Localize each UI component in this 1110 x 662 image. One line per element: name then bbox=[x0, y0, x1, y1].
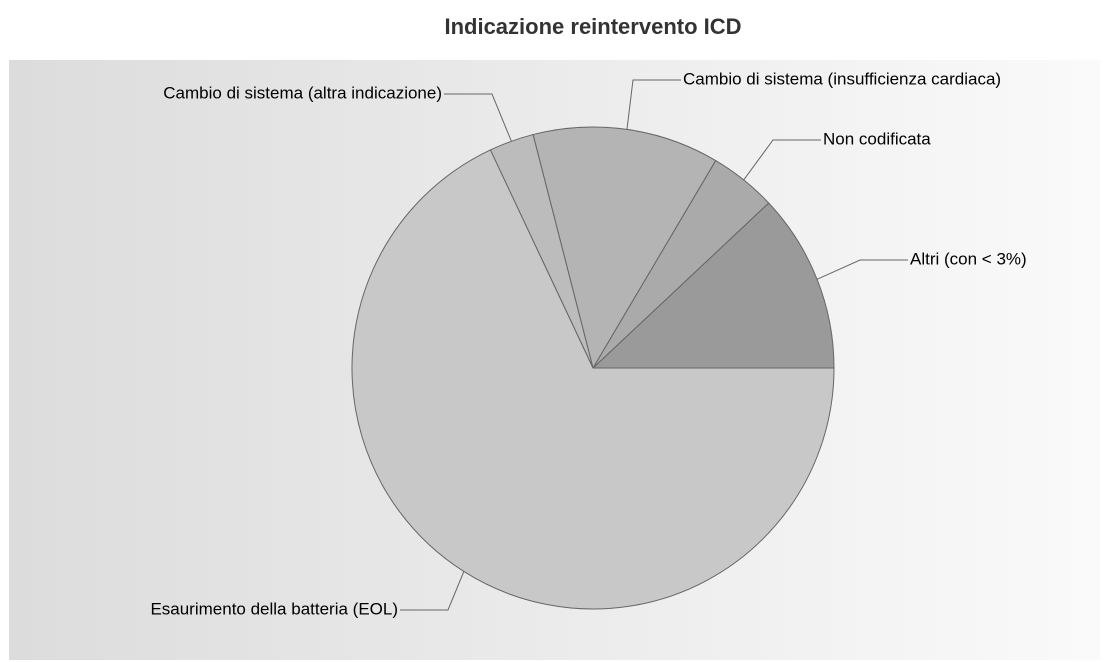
pie-slice bbox=[591, 202, 835, 369]
leader-line bbox=[626, 79, 681, 130]
slice-label: Cambio di sistema (altra indicazione) bbox=[163, 83, 442, 102]
slice-label: Cambio di sistema (insufficienza cardiac… bbox=[683, 69, 1001, 88]
chart-title: Indicazione reintervento ICD bbox=[444, 14, 741, 39]
slice-label: Non codificata bbox=[823, 129, 931, 148]
pie-slice bbox=[532, 126, 717, 370]
leader-line bbox=[743, 139, 821, 181]
slice-label: Esaurimento della batteria (EOL) bbox=[150, 599, 398, 618]
slice-label: Altri (con < 3%) bbox=[910, 249, 1027, 268]
leader-line bbox=[444, 93, 512, 142]
leader-line bbox=[400, 571, 465, 611]
leader-line bbox=[816, 259, 908, 280]
